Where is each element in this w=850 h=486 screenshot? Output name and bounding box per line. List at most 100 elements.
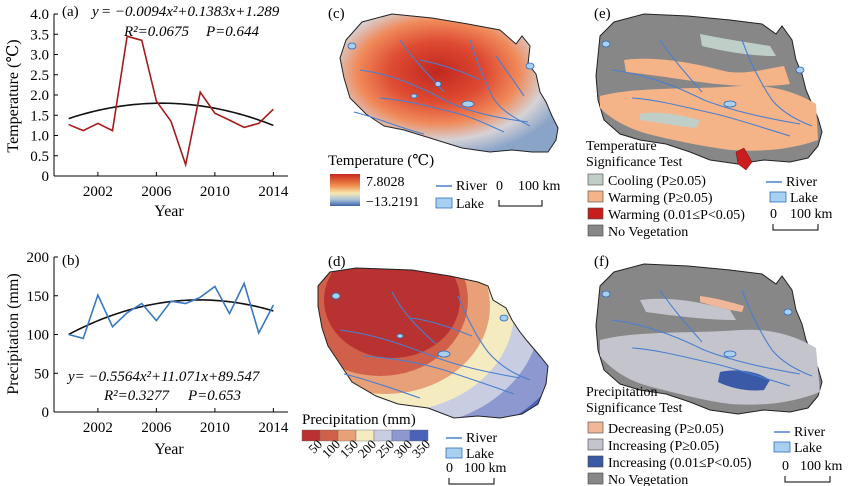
panel-c-temperature-map: (c) Temperature (℃) 7.8028 −13.2191 Rive… xyxy=(328,6,561,212)
river-legend-label: River xyxy=(456,179,487,194)
legend-item-label: Warming (P≥0.05) xyxy=(608,191,713,206)
cooling-areas xyxy=(640,34,776,128)
lake-legend-label: Lake xyxy=(466,447,494,462)
trend-curve xyxy=(68,299,274,336)
scale-bar xyxy=(772,224,819,231)
legend-swatch xyxy=(587,173,604,186)
panel-tag: (f) xyxy=(594,254,609,270)
legend-swatch xyxy=(587,472,604,485)
legend-swatch xyxy=(587,438,604,451)
panel-e-temperature-significance-map: (e) Temperature Significance Test Coolin… xyxy=(586,6,833,240)
x-tick-label: 2006 xyxy=(141,184,172,200)
y-tick-label: 0 xyxy=(42,169,50,185)
regression-equation: y= −0.5564x²+11.071x+89.547 xyxy=(66,369,261,385)
scale-zero: 0 xyxy=(446,461,453,476)
data-series-line xyxy=(68,35,274,168)
y-tick-label: 2.0 xyxy=(30,88,49,104)
y-tick-label: 3.0 xyxy=(30,48,49,64)
r-squared: R²=0.3277 xyxy=(103,388,171,404)
panel-a-temperature-chart: 0 0.5 1.0 1.5 2.0 2.5 3.0 3.5 4.0 2002 2006 2010 20… xyxy=(5,4,289,220)
scale-zero: 0 xyxy=(770,207,777,222)
temperature-colorbar xyxy=(330,174,360,206)
y-tick-label: 2.5 xyxy=(30,68,49,84)
y-tick-label: 4.0 xyxy=(30,7,49,23)
legend-title-line1: Precipitation xyxy=(586,385,658,400)
p-value: P=0.644 xyxy=(205,24,260,40)
x-tick-label: 2002 xyxy=(83,184,113,200)
decreasing-areas xyxy=(700,296,744,312)
x-tick-label: 2010 xyxy=(200,184,230,200)
legend-title-line1: Temperature xyxy=(586,139,657,154)
y-tick-label: 0 xyxy=(42,405,50,421)
legend-item-label: Decreasing (P≥0.05) xyxy=(608,422,724,437)
scale-zero: 0 xyxy=(782,459,789,474)
colorbar-min: −13.2191 xyxy=(366,195,419,210)
x-tick-label: 2014 xyxy=(258,420,289,436)
scale-bar xyxy=(784,476,831,483)
legend-swatch xyxy=(587,190,604,203)
lake-symbols xyxy=(601,290,793,358)
panel-tag: (b) xyxy=(62,253,80,269)
y-tick-label: 0.5 xyxy=(30,149,49,165)
lake-symbols xyxy=(347,42,535,108)
trend-curve xyxy=(68,102,274,127)
warming-areas xyxy=(600,58,818,151)
scale-label: 100 km xyxy=(800,459,843,474)
legend-title: Temperature (℃) xyxy=(328,153,434,169)
y-tick-label: 150 xyxy=(27,289,50,305)
river-network xyxy=(611,39,813,137)
panel-f-precipitation-significance-map: (f) Precipitation Significance Test Decr… xyxy=(586,254,843,486)
lake-symbols xyxy=(331,292,509,358)
lake-legend-symbol xyxy=(445,447,463,459)
lake-legend-symbol xyxy=(435,197,453,209)
river-network xyxy=(339,291,531,399)
lake-legend-label: Lake xyxy=(456,197,484,212)
scale-label: 100 km xyxy=(518,179,561,194)
panel-tag: (d) xyxy=(328,254,346,270)
lake-symbols xyxy=(601,40,805,108)
river-network xyxy=(611,289,813,387)
colorbar-max: 7.8028 xyxy=(366,175,405,190)
panel-tag: (e) xyxy=(594,6,611,22)
p-value: P=0.653 xyxy=(187,388,241,404)
r-squared: R²=0.0675 xyxy=(123,24,190,40)
legend-item-label: Warming (0.01≤P<0.05) xyxy=(608,208,745,223)
y-tick-label: 100 xyxy=(27,328,50,344)
scale-label: 100 km xyxy=(790,207,833,222)
legend-item-label: Cooling (P≥0.05) xyxy=(608,174,706,189)
significant-warming-area xyxy=(735,147,753,171)
river-legend-label: River xyxy=(466,431,497,446)
legend-swatch xyxy=(587,421,604,434)
x-axis-label: Year xyxy=(154,203,184,220)
river-legend-label: River xyxy=(786,175,817,190)
legend-title-line2: Significance Test xyxy=(586,155,682,170)
panel-tag: (a) xyxy=(62,4,79,20)
legend-swatch xyxy=(587,455,604,468)
lake-legend-label: Lake xyxy=(790,191,818,206)
scale-bar xyxy=(448,478,495,485)
x-tick-label: 2014 xyxy=(258,184,289,200)
y-tick-label: 1.0 xyxy=(30,129,49,145)
lake-legend-symbol xyxy=(769,191,787,203)
legend-title-line2: Significance Test xyxy=(586,401,682,416)
y-axis-label: Temperature (℃) xyxy=(5,39,22,152)
y-tick-label: 50 xyxy=(34,366,49,382)
scale-label: 100 km xyxy=(464,461,507,476)
legend-title: Precipitation (mm) xyxy=(302,412,416,428)
river-legend-label: River xyxy=(794,425,825,440)
scale-bar xyxy=(498,200,543,207)
x-axis-label: Year xyxy=(154,441,184,458)
legend-item-label: No Vegetation xyxy=(608,225,688,240)
legend-item-label: Increasing (P≥0.05) xyxy=(608,439,719,454)
legend-swatch xyxy=(587,224,604,237)
equation-y: y xyxy=(90,4,99,20)
scale-zero: 0 xyxy=(496,179,503,194)
panel-tag: (c) xyxy=(328,6,345,22)
y-tick-label: 200 xyxy=(27,250,50,266)
y-tick-label: 1.5 xyxy=(30,108,49,124)
x-tick-label: 2002 xyxy=(83,420,113,436)
basin-outline xyxy=(317,267,549,419)
panel-b-precipitation-chart: 0 50 100 150 200 2002 2006 2010 2014 (b) y= −0.… xyxy=(5,250,289,458)
